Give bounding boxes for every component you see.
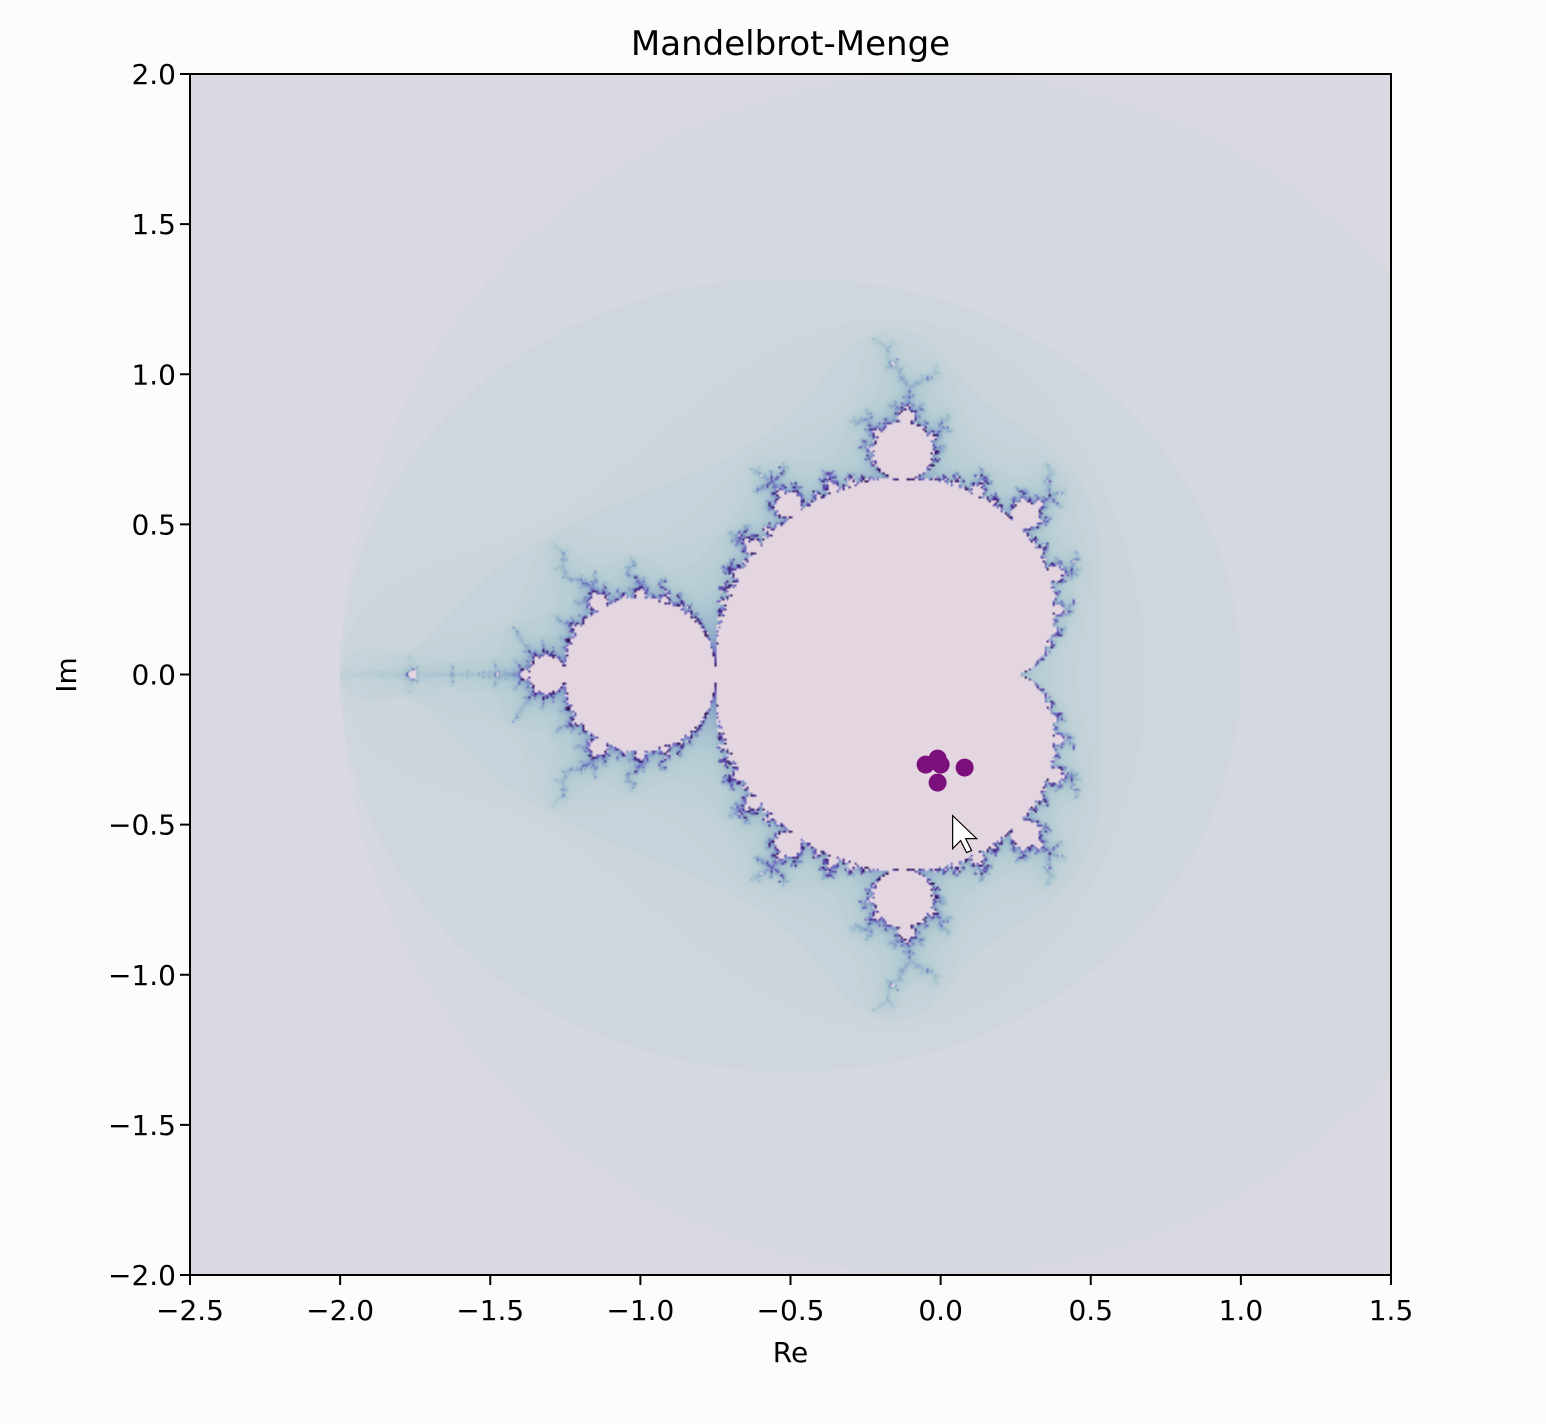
y-axis-ticks: 2.0 1.5 1.0 0.5 0.0 −0.5 −1.0 −1.5 −2.0 bbox=[108, 58, 190, 1292]
cursor-layer bbox=[952, 814, 979, 854]
x-tick-label: 0.5 bbox=[1068, 1294, 1113, 1327]
y-tick-label: −0.5 bbox=[108, 809, 176, 842]
x-tick-label: 1.5 bbox=[1369, 1294, 1414, 1327]
plot-area bbox=[189, 73, 1392, 1276]
x-axis-label: Re bbox=[773, 1336, 808, 1369]
mandelbrot-image bbox=[190, 74, 1391, 1275]
y-tick-label: 2.0 bbox=[131, 58, 176, 91]
y-tick-label: 1.0 bbox=[131, 358, 176, 391]
x-axis-ticks: −2.5 −2.0 −1.5 −1.0 −0.5 0.0 0.5 1.0 1.5 bbox=[156, 1275, 1413, 1327]
x-tick-label: −1.0 bbox=[606, 1294, 674, 1327]
scatter-point[interactable] bbox=[931, 755, 950, 774]
y-axis-label: Im bbox=[50, 657, 83, 693]
y-tick-label: −2.0 bbox=[108, 1259, 176, 1292]
x-tick-label: −1.5 bbox=[456, 1294, 524, 1327]
y-tick-label: −1.0 bbox=[108, 959, 176, 992]
x-tick-label: −0.5 bbox=[757, 1294, 825, 1327]
points-layer bbox=[916, 749, 974, 792]
scatter-point[interactable] bbox=[955, 758, 974, 777]
x-tick-label: −2.0 bbox=[306, 1294, 374, 1327]
y-tick-label: 1.5 bbox=[131, 208, 176, 241]
chart-title: Mandelbrot-Menge bbox=[631, 24, 950, 64]
y-tick-label: 0.5 bbox=[131, 508, 176, 541]
mouse-pointer-icon bbox=[952, 814, 979, 854]
x-tick-label: −2.5 bbox=[156, 1294, 224, 1327]
y-tick-label: −1.5 bbox=[108, 1109, 176, 1142]
x-tick-label: 0.0 bbox=[918, 1294, 963, 1327]
scatter-point[interactable] bbox=[928, 773, 947, 792]
y-tick-label: 0.0 bbox=[131, 659, 176, 692]
x-tick-label: 1.0 bbox=[1219, 1294, 1264, 1327]
